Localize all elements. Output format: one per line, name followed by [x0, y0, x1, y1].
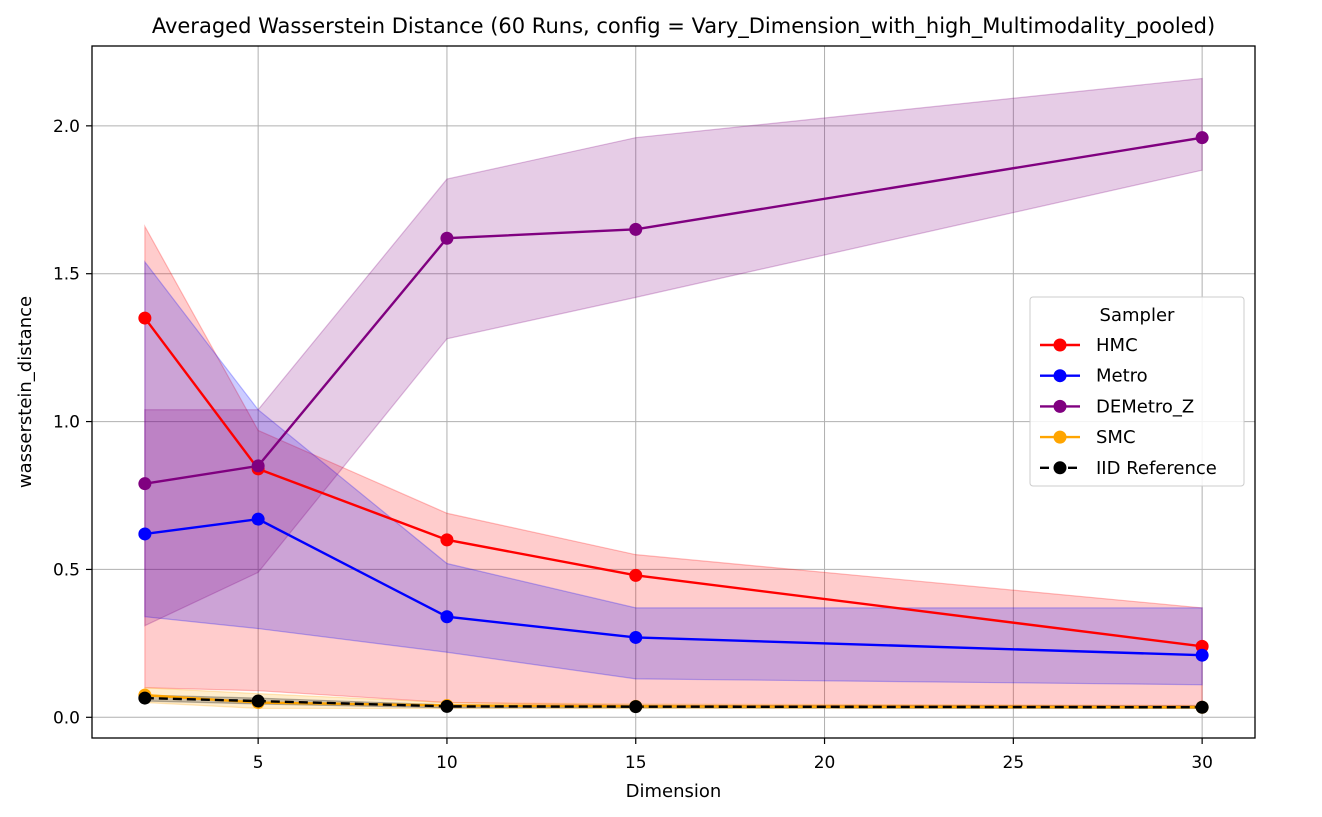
legend-marker-demetro-z: [1053, 399, 1067, 413]
x-tick-label: 20: [814, 753, 836, 773]
y-tick-label: 0.5: [53, 560, 80, 580]
y-tick-label: 1.0: [53, 413, 80, 433]
point-metro: [440, 610, 454, 624]
point-demetro-z: [629, 222, 643, 236]
x-tick-label: 10: [436, 753, 458, 773]
x-axis-ticks: 5 10 15 20 25 30: [253, 738, 1213, 773]
point-iid-reference: [138, 691, 152, 705]
legend-label-hmc: HMC: [1096, 335, 1138, 356]
y-tick-label: 2.0: [53, 117, 80, 137]
point-metro: [138, 527, 152, 541]
legend-title: Sampler: [1100, 305, 1175, 326]
y-axis-label: wasserstein_distance: [15, 296, 36, 488]
point-iid-reference: [440, 699, 454, 713]
legend-marker-smc: [1053, 430, 1067, 444]
series-points: [138, 131, 1209, 714]
legend-label-iid-reference: IID Reference: [1096, 458, 1217, 479]
plot-frame: [91, 45, 1256, 739]
legend-label-metro: Metro: [1096, 366, 1148, 387]
point-demetro-z: [138, 477, 152, 491]
point-demetro-z: [440, 231, 454, 245]
x-tick-label: 30: [1191, 753, 1213, 773]
x-axis-label: Dimension: [626, 781, 722, 802]
point-iid-reference: [1195, 700, 1209, 714]
point-demetro-z: [1195, 131, 1209, 145]
point-demetro-z: [251, 459, 265, 473]
point-hmc: [440, 533, 454, 547]
y-tick-label: 1.5: [53, 265, 80, 285]
x-tick-label: 5: [253, 753, 264, 773]
chart-title: Averaged Wasserstein Distance (60 Runs, …: [152, 14, 1215, 39]
y-axis-ticks: 0.0 0.5 1.0 1.5 2.0: [53, 117, 92, 728]
legend-label-demetro-z: DEMetro_Z: [1096, 396, 1194, 417]
legend-box: [1029, 296, 1245, 487]
legend-label-smc: SMC: [1096, 427, 1136, 448]
x-tick-label: 15: [625, 753, 647, 773]
legend-marker-metro: [1053, 369, 1067, 383]
legend-marker-iid-reference: [1053, 461, 1067, 475]
x-tick-label: 25: [1003, 753, 1025, 773]
band-demetro-z: [144, 77, 1203, 627]
point-iid-reference: [629, 700, 643, 714]
point-metro: [251, 512, 265, 526]
band-metro: [144, 260, 1203, 686]
point-iid-reference: [251, 694, 265, 708]
point-metro: [1195, 648, 1209, 662]
point-hmc: [629, 568, 643, 582]
legend: Sampler HMC Metro DEMetro_Z SMC IID Referenc…: [1029, 296, 1245, 487]
legend-marker-hmc: [1053, 338, 1067, 352]
point-hmc: [138, 311, 152, 325]
y-tick-label: 0.0: [53, 708, 80, 728]
legend-items: HMC Metro DEMetro_Z SMC IID Reference: [1040, 335, 1217, 479]
point-metro: [629, 630, 643, 644]
